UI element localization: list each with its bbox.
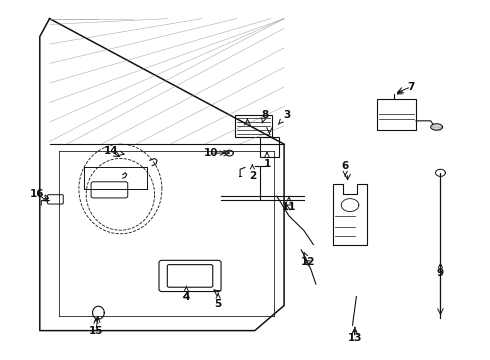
Text: 7: 7	[397, 82, 415, 94]
Text: 11: 11	[282, 196, 296, 212]
Text: 13: 13	[348, 327, 362, 343]
Text: 12: 12	[301, 252, 316, 267]
Bar	[235, 116, 272, 137]
Text: 10: 10	[203, 148, 224, 158]
Text: 9: 9	[437, 263, 444, 278]
Text: 15: 15	[89, 319, 103, 336]
Text: 16: 16	[30, 189, 49, 199]
Text: 2: 2	[249, 165, 256, 181]
Text: 3: 3	[278, 111, 290, 125]
Text: 6: 6	[342, 161, 349, 176]
Text: 5: 5	[215, 293, 222, 309]
Text: 14: 14	[103, 146, 124, 156]
Bar	[260, 137, 279, 157]
Text: 4: 4	[183, 286, 190, 302]
Text: 8: 8	[261, 111, 268, 123]
Text: 1: 1	[263, 152, 270, 169]
